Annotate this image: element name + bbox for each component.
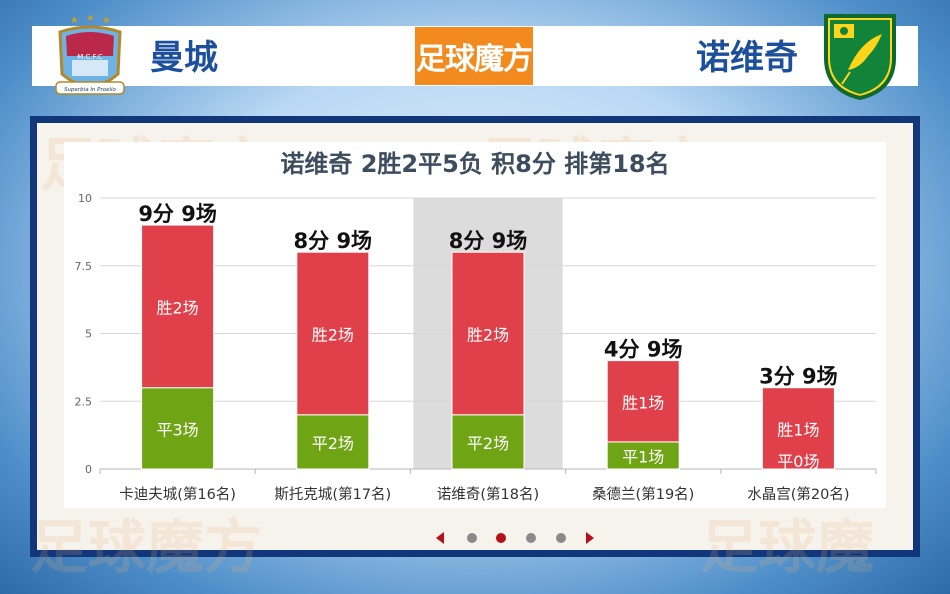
x-category-label: 诺维奇(第18名): [437, 485, 539, 503]
bar-win-segment: [606, 360, 680, 443]
bar-total-label: 4分 9场: [604, 338, 683, 362]
y-tick-label: 7.5: [75, 260, 93, 273]
bar-draw-label: 平1场: [622, 447, 664, 466]
bar-draw-label: 平3场: [157, 420, 199, 439]
y-tick-label: 2.5: [75, 395, 93, 408]
carousel-pager: [436, 532, 594, 544]
bar-total-label: 8分 9场: [449, 229, 528, 253]
bar-draw-label: 平0场: [777, 452, 819, 471]
bar-win-label: 胜2场: [467, 326, 509, 345]
bar-win-segment: [761, 387, 835, 470]
home-team-name: 曼城: [150, 38, 218, 78]
pager-dot[interactable]: [556, 533, 566, 543]
chart-title: 诺维奇 2胜2平5负 积8分 排第18名: [280, 150, 670, 178]
away-team-name: 诺维奇: [696, 38, 798, 78]
brand-logo: 足球魔方: [415, 27, 533, 85]
x-category-label: 桑德兰(第19名): [592, 485, 694, 503]
pager-dot[interactable]: [467, 533, 477, 543]
bar-draw-label: 平2场: [467, 434, 509, 453]
y-tick-label: 0: [85, 463, 92, 476]
x-category-label: 水晶宫(第20名): [747, 485, 849, 503]
home-crest-text: M.C.F.C: [77, 53, 103, 61]
x-category-label: 卡迪夫城(第16名): [119, 485, 236, 503]
next-arrow-icon[interactable]: [586, 532, 594, 544]
norwich-crest-icon: [824, 14, 896, 100]
bar-draw-segment: [451, 414, 525, 470]
pager-dot-active[interactable]: [496, 533, 506, 543]
x-category-label: 斯托克城(第17名): [274, 485, 391, 503]
watermark: 足球魔: [700, 513, 875, 581]
bar-draw-segment: [296, 414, 370, 470]
bar-win-segment: [141, 224, 215, 389]
man-city-crest-icon: M.C.F.C Superbia In Proelio: [55, 14, 125, 95]
bar-win-label: 胜1场: [777, 420, 819, 439]
bar-win-label: 胜2场: [312, 326, 354, 345]
bar-win-label: 胜1场: [622, 393, 664, 412]
prev-arrow-icon[interactable]: [436, 532, 444, 544]
bar-total-label: 8分 9场: [294, 229, 373, 253]
y-tick-label: 5: [85, 328, 92, 341]
bar-draw-segment: [141, 387, 215, 470]
bar-win-label: 胜2场: [157, 298, 199, 317]
pager-dot[interactable]: [526, 533, 536, 543]
bar-win-segment: [296, 251, 370, 416]
bar-total-label: 9分 9场: [138, 202, 217, 226]
bar-draw-label: 平2场: [312, 434, 354, 453]
bar-win-segment: [451, 251, 525, 416]
watermark: 足球魔方: [30, 513, 263, 581]
home-motto: Superbia In Proelio: [64, 87, 116, 93]
bar-total-label: 3分 9场: [759, 365, 838, 389]
y-tick-label: 10: [78, 192, 92, 205]
